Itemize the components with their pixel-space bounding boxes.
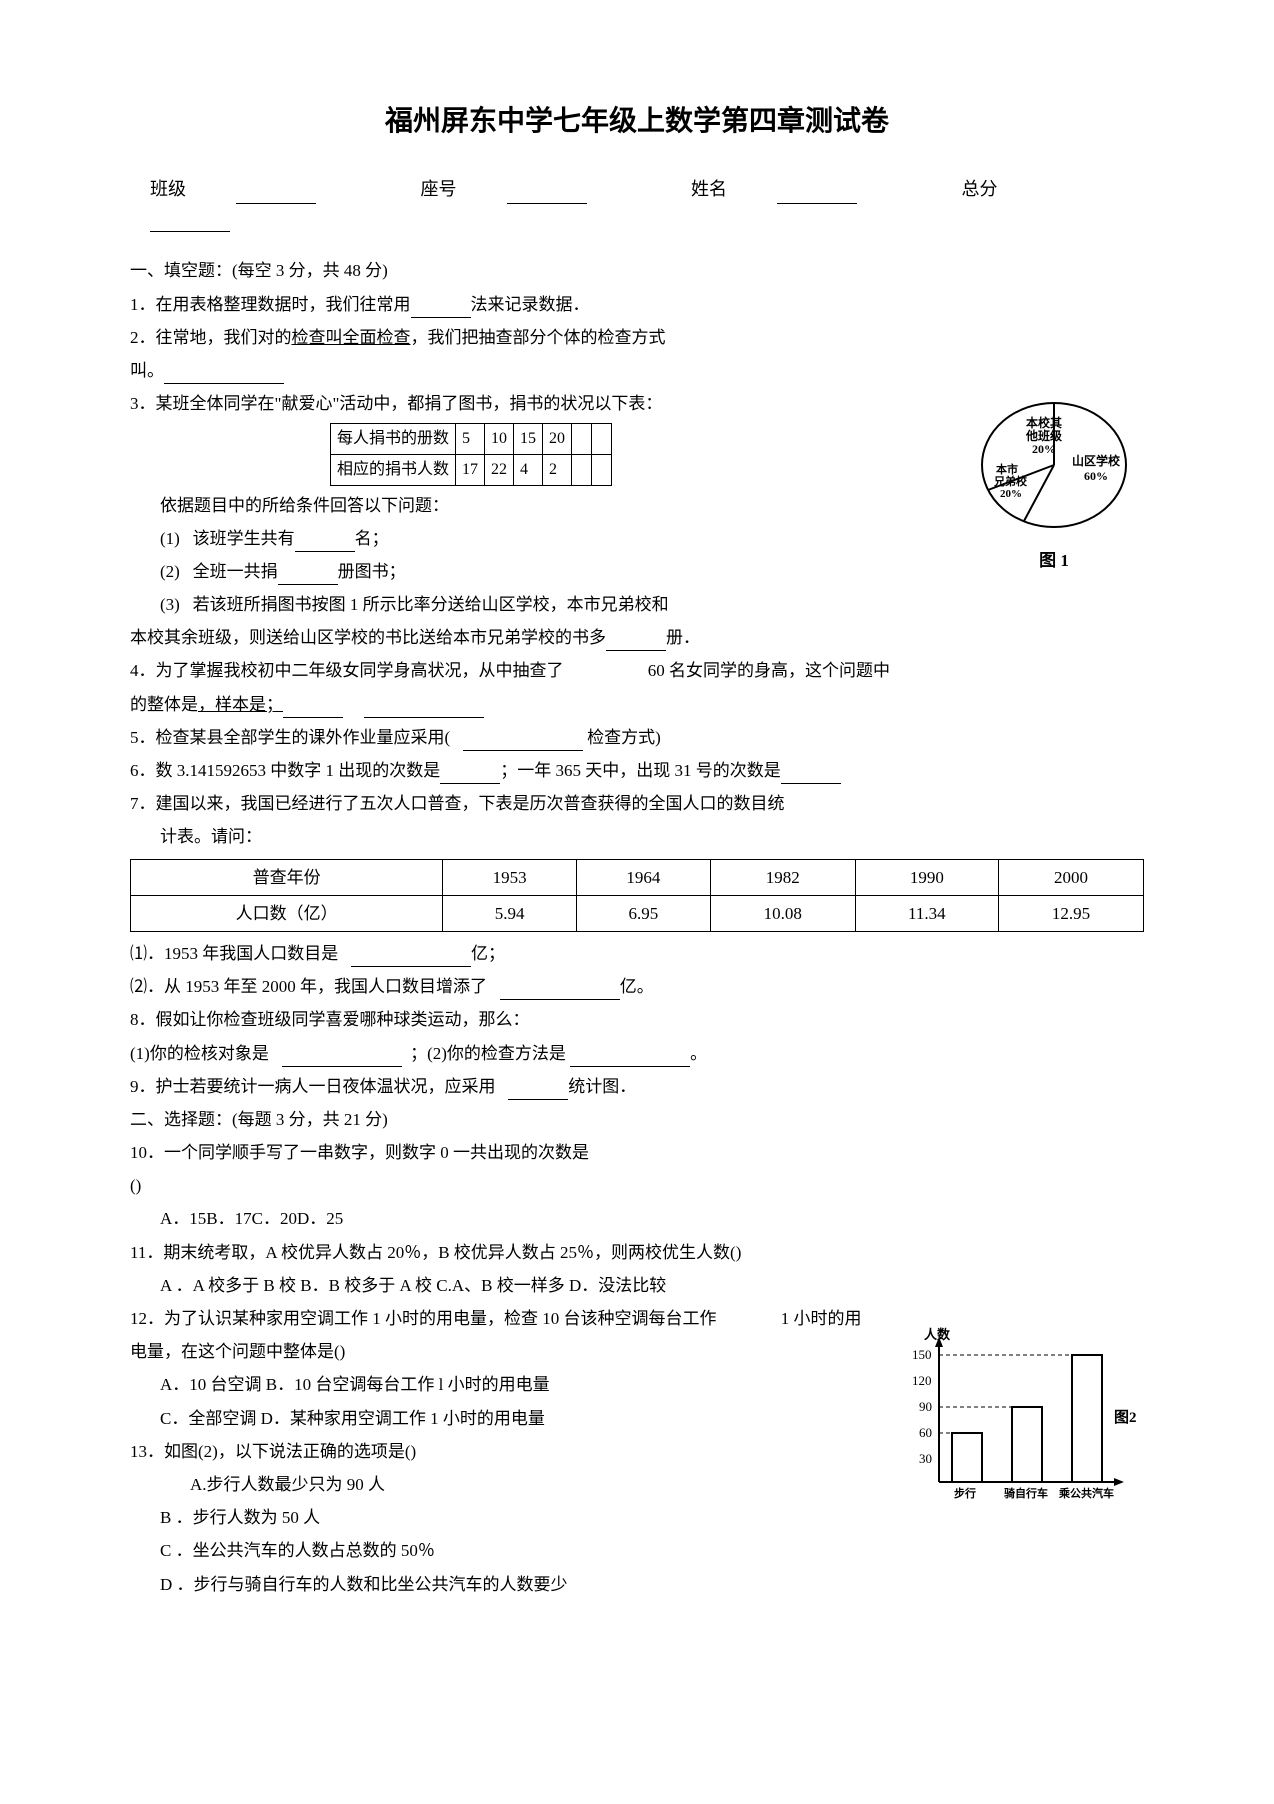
- q9: 9．护士若要统计一病人一日夜体温状况，应采用 统计图．: [130, 1073, 1144, 1100]
- section2-heading: 二、选择题：(每题 3 分，共 21 分): [130, 1106, 1144, 1133]
- svg-text:20%: 20%: [1032, 442, 1056, 456]
- svg-text:150: 150: [912, 1347, 932, 1362]
- q2-tail: 叫。: [130, 357, 1144, 384]
- q4-tail: 的整体是，样本是；: [130, 691, 1144, 718]
- q10-opts: A．15B．17C．20D．25: [160, 1205, 1144, 1232]
- table-header: 每人捐书的册数: [331, 424, 456, 455]
- q13-optD: D ．步行与骑自行车的人数和比坐公共汽车的人数要少: [160, 1571, 1144, 1598]
- q7: 7．建国以来，我国已经进行了五次人口普查，下表是历次普查获得的全国人口的数目统: [130, 790, 1144, 817]
- svg-text:60%: 60%: [1084, 469, 1108, 483]
- q1: 1．在用表格整理数据时，我们往常用法来记录数据．: [130, 291, 1144, 318]
- q7-2: ⑵．从 1953 年至 2000 年，我国人口数目增添了 亿。: [130, 973, 1144, 1000]
- svg-text:20%: 20%: [1000, 488, 1022, 500]
- page-title: 福州屏东中学七年级上数学第四章测试卷: [130, 100, 1144, 145]
- table-row: 人口数（亿） 5.94 6.95 10.08 11.34 12.95: [131, 895, 1144, 931]
- svg-text:本校其: 本校其: [1026, 415, 1062, 430]
- table-row: 相应的捐书人数 17 22 4 2: [331, 454, 612, 485]
- pie-chart: 本校其 他班级 20% 山区学校 60% 本市 兄弟校 20% 图 1: [964, 395, 1144, 574]
- q8-sub: (1)你的检核对象是 ；(2)你的检查方法是 。: [130, 1040, 1144, 1067]
- q5: 5．检查某县全部学生的课外作业量应采用( 检查方式): [130, 724, 1144, 751]
- q12-wrap: 12．为了认识某种家用空调工作 1 小时的用电量，检查 10 台该种空调每台工作…: [130, 1305, 1144, 1598]
- svg-text:骑自行车: 骑自行车: [1004, 1486, 1048, 1500]
- svg-text:120: 120: [912, 1373, 932, 1388]
- q2: 2．往常地，我们对的检查叫全面检查，我们把抽查部分个体的检查方式: [130, 324, 1144, 351]
- q8: 8．假如让你检查班级同学喜爱哪种球类运动，那么：: [130, 1006, 1144, 1033]
- svg-text:图2: 图2: [1114, 1409, 1137, 1426]
- svg-text:乘公共汽车: 乘公共汽车: [1058, 1486, 1114, 1500]
- q10: 10．一个同学顺手写了一串数字，则数字 0 一共出现的次数是: [130, 1139, 1144, 1166]
- q11-opts: A ．A 校多于 B 校 B．B 校多于 A 校 C.A、B 校一样多 D．没法…: [160, 1272, 1144, 1299]
- svg-text:90: 90: [919, 1399, 932, 1414]
- svg-text:人数: 人数: [924, 1327, 951, 1342]
- table-header: 相应的捐书人数: [331, 454, 456, 485]
- svg-text:30: 30: [919, 1451, 932, 1466]
- q3-wrap: 3．某班全体同学在"献爱心"活动中，都捐了图书，捐书的状况以下表： 每人捐书的册…: [130, 390, 1144, 651]
- svg-text:60: 60: [919, 1425, 932, 1440]
- pie-caption: 图 1: [964, 547, 1144, 574]
- info-row: 班级 座号 姓名 总分: [150, 175, 1144, 233]
- name-field: 姓名: [691, 179, 907, 199]
- q7-b: 计表。请问：: [160, 823, 1144, 850]
- table-row: 普查年份 1953 1964 1982 1990 2000: [131, 859, 1144, 895]
- section1-heading: 一、填空题：(每空 3 分，共 48 分): [130, 257, 1144, 284]
- q3-table: 每人捐书的册数 5 10 15 20 相应的捐书人数 17 22 4 2: [330, 423, 612, 485]
- class-field: 班级: [150, 179, 366, 199]
- svg-text:兄弟校: 兄弟校: [993, 474, 1028, 488]
- q7-1: ⑴．1953 年我国人口数目是 亿；: [130, 940, 1144, 967]
- q4: 4．为了掌握我校初中二年级女同学身高状况，从中抽查了 60 名女同学的身高，这个…: [130, 657, 1144, 684]
- q13-optC: C ．坐公共汽车的人数占总数的 50％: [160, 1537, 1144, 1564]
- svg-text:他班级: 他班级: [1025, 428, 1062, 443]
- svg-text:山区学校: 山区学校: [1072, 453, 1121, 468]
- seat-field: 座号: [421, 179, 637, 199]
- q6: 6．数 3.141592653 中数字 1 出现的次数是；一年 365 天中，出…: [130, 757, 1144, 784]
- svg-text:本市: 本市: [996, 462, 1018, 476]
- q10-paren: (): [130, 1172, 1144, 1199]
- census-table: 普查年份 1953 1964 1982 1990 2000 人口数（亿） 5.9…: [130, 859, 1144, 932]
- table-row: 每人捐书的册数 5 10 15 20: [331, 424, 612, 455]
- q11: 11．期末统考取，A 校优异人数占 20％，B 校优异人数占 25％，则两校优生…: [130, 1239, 1144, 1266]
- q3-3-tail: 本校其余班级，则送给山区学校的书比送给本市兄弟学校的书多册．: [130, 624, 1144, 651]
- q3-3: (3) 若该班所捐图书按图 1 所示比率分送给山区学校，本市兄弟校和: [160, 591, 1144, 618]
- svg-text:步行: 步行: [954, 1486, 976, 1500]
- bar-chart: 人数 150 120 90 60 30 步行 骑自行车 乘公共汽车 图2: [904, 1327, 1144, 1515]
